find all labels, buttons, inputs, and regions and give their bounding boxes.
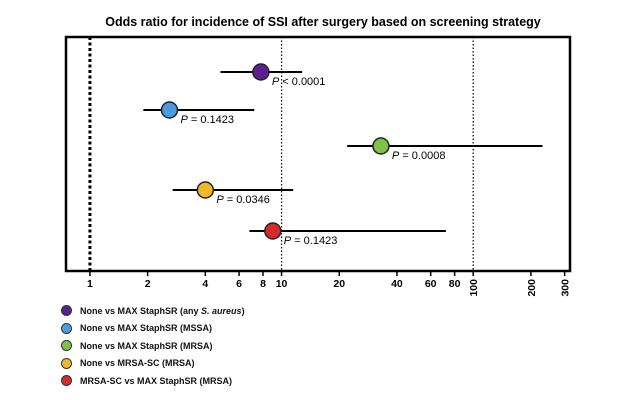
legend-item-3: None vs MAX StaphSR (MRSA): [61, 337, 245, 355]
x-tick-label-2: 2: [145, 278, 151, 290]
p-value-label-2: P = 0.1423: [180, 114, 234, 126]
legend-label-5: MRSA-SC vs MAX StaphSR (MRSA): [80, 375, 233, 386]
x-tick-label-4: 4: [202, 278, 208, 290]
legend-item-2: None vs MAX StaphSR (MSSA): [61, 320, 245, 338]
legend-label-4: None vs MRSA-SC (MRSA): [80, 358, 195, 369]
p-value-label-1: P < 0.0001: [272, 76, 326, 88]
p-value-labels: P < 0.0001 P = 0.1423 P = 0.0008 P = 0.0346…: [180, 76, 445, 247]
legend-label-2: None vs MAX StaphSR (MSSA): [80, 323, 213, 334]
odds-ratio-points: [160, 63, 390, 240]
legend-label-1: None vs MAX StaphSR (any S. aureus): [80, 305, 245, 316]
legend-swatch-3: [61, 340, 72, 352]
x-tick-label-60: 60: [425, 278, 437, 290]
or-point-3: [372, 137, 390, 155]
x-tick-label-6: 6: [236, 278, 242, 290]
or-point-4: [196, 181, 215, 199]
legend-label-3: None vs MAX StaphSR (MRSA): [80, 340, 213, 351]
p-value-label-5: P = 0.1423: [284, 235, 338, 247]
legend-swatch-1: [61, 305, 72, 317]
x-tick-label-300: 300: [560, 279, 572, 297]
x-tick-label-20: 20: [333, 278, 345, 290]
legend: None vs MAX StaphSR (any S. aureus) None …: [61, 302, 245, 390]
or-point-1: [252, 63, 270, 81]
x-tick-label-10: 10: [276, 278, 288, 290]
x-tick-label-100: 100: [468, 279, 480, 297]
x-tick-label-8: 8: [260, 278, 266, 290]
chart-title: Odds ratio for incidence of SSI after su…: [105, 15, 541, 29]
p-value-label-3: P = 0.0008: [392, 150, 446, 162]
or-point-2: [160, 101, 179, 119]
x-tick-label-40: 40: [391, 278, 403, 290]
p-value-label-4: P = 0.0346: [216, 194, 270, 206]
x-tick-label-1: 1: [87, 278, 93, 290]
x-axis-ticks: 1 2 4 6 8 10 20 40 60 80 100 200 300: [87, 271, 572, 297]
legend-item-4: None vs MRSA-SC (MRSA): [61, 355, 245, 373]
legend-item-1: None vs MAX StaphSR (any S. aureus): [61, 302, 245, 320]
x-tick-label-80: 80: [449, 278, 461, 290]
confidence-intervals: [143, 71, 543, 232]
legend-swatch-5: [61, 375, 72, 387]
legend-item-5: MRSA-SC vs MAX StaphSR (MRSA): [61, 372, 245, 390]
legend-swatch-4: [61, 357, 72, 369]
forest-plot: Odds ratio for incidence of SSI after su…: [64, 15, 572, 297]
x-tick-label-200: 200: [526, 279, 538, 297]
legend-swatch-2: [61, 322, 72, 334]
plot-frame: [64, 35, 572, 273]
or-point-5: [264, 222, 282, 240]
reference-lines: [88, 37, 474, 271]
